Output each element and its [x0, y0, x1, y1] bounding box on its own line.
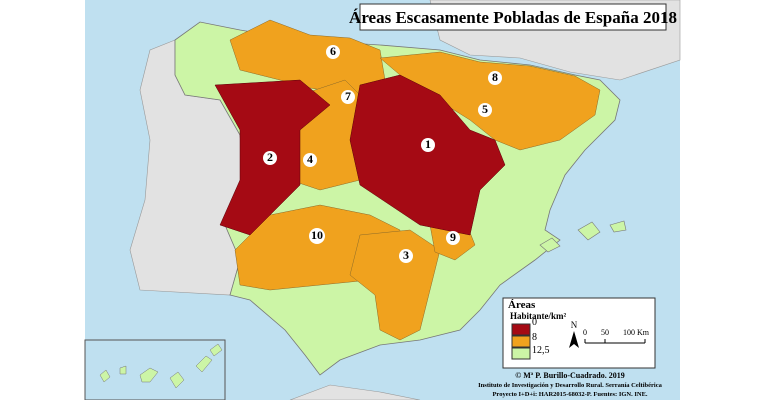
label-bg: [478, 103, 492, 117]
region-label: 3: [403, 248, 409, 262]
map-title: Áreas Escasamente Pobladas de España 201…: [349, 8, 677, 27]
africa: [289, 384, 421, 400]
legend-swatch: [511, 323, 531, 336]
label-bg: [446, 231, 460, 245]
area-8: [349, 229, 441, 341]
label-bg: [263, 151, 277, 165]
credit: Instituto de Investigación y Desarrollo …: [478, 382, 662, 389]
title-box: [359, 3, 667, 31]
label-bg: [421, 138, 435, 152]
legend-swatch: [511, 347, 531, 360]
island: [609, 220, 627, 233]
credit: Proyecto I+D+i: HAR2015-68032-P. Fuentes…: [492, 391, 647, 398]
north-label: N: [571, 320, 578, 330]
region-label: 7: [345, 89, 351, 103]
region-label: 9: [450, 230, 456, 244]
legend-label: 8: [532, 332, 537, 343]
legend-label: 12,5: [532, 345, 550, 356]
legend-label: 0: [532, 317, 537, 328]
region-label: 2: [267, 150, 273, 164]
label-bg: [341, 90, 355, 104]
legend-title: Áreas: [508, 299, 536, 311]
label-bg: [399, 249, 413, 263]
legend-unit: Habitante/km²: [510, 311, 567, 321]
label-bg: [303, 153, 317, 167]
region-label: 5: [482, 102, 488, 116]
label-bg: [309, 228, 325, 244]
area-0: [349, 74, 506, 236]
region-labels: 1 2 3 4 5 6 7 8 9 10: [263, 44, 502, 263]
scale-label: 50: [601, 328, 609, 337]
island: [577, 221, 601, 241]
region-label: 8: [492, 70, 498, 84]
credit: © Mª P. Burillo-Cuadrado. 2019: [515, 371, 624, 380]
region-label: 6: [330, 44, 336, 58]
label-bg: [326, 45, 340, 59]
region-label: 1: [425, 137, 431, 151]
legend-swatch: [511, 335, 531, 348]
canary-islands: [99, 343, 223, 389]
label-bg: [488, 71, 502, 85]
scale-label: 100 Km: [623, 328, 650, 337]
canary-inset: [84, 339, 226, 400]
region-label: 10: [311, 228, 323, 242]
north-arrow: [569, 331, 579, 348]
region-label: 4: [307, 152, 313, 166]
island: [539, 237, 561, 253]
scale-label: 0: [583, 328, 587, 337]
